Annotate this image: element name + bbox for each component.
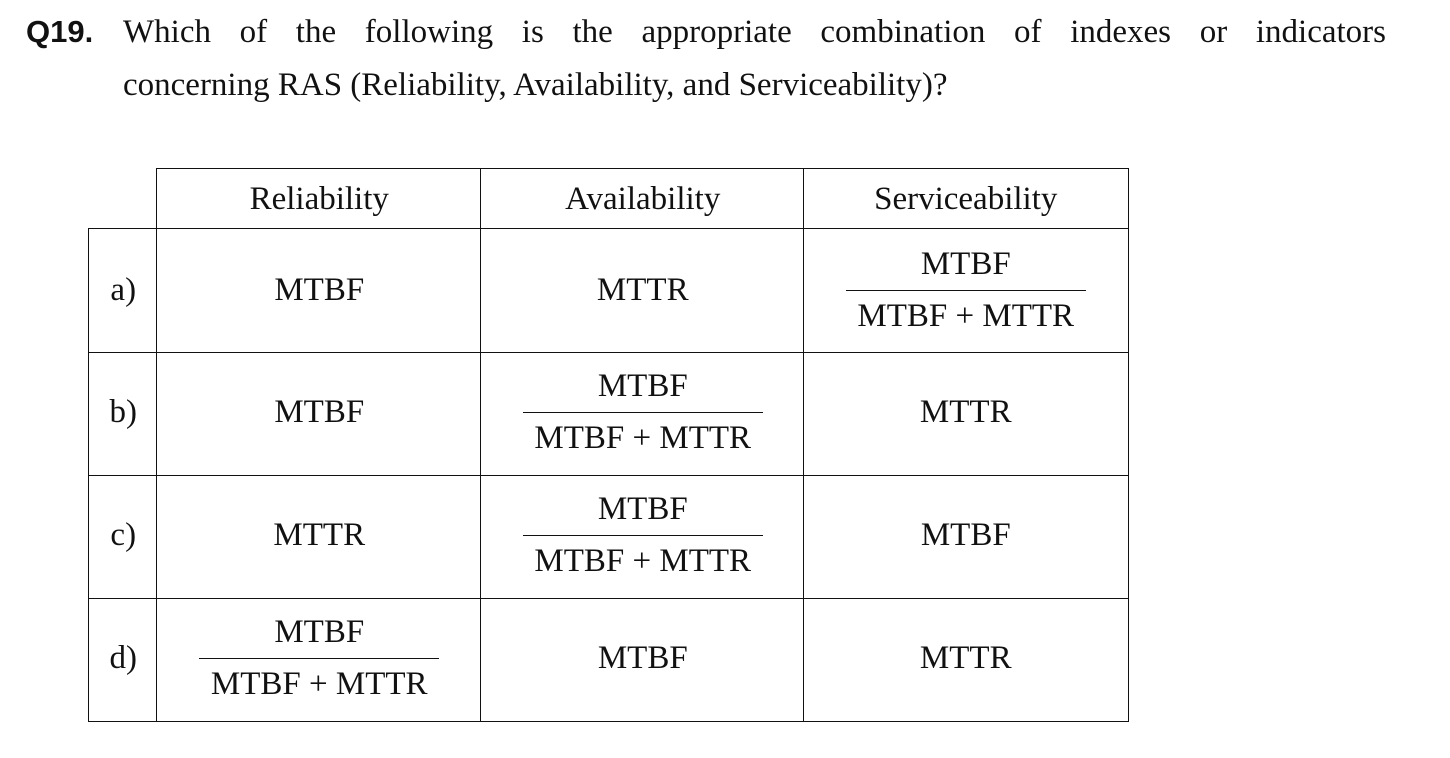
header-label: Availability	[565, 180, 721, 217]
question-number: Q19.	[26, 14, 94, 49]
row-label-d: d)	[88, 597, 158, 722]
cell-d-availability: MTBF	[480, 597, 805, 722]
row-label-b: b)	[88, 351, 158, 476]
cell-c-serviceability: MTBF	[803, 474, 1129, 599]
cell-a-serviceability: MTBF MTBF + MTTR	[803, 228, 1129, 353]
cell-b-reliability: MTBF	[156, 351, 482, 476]
option-label: b)	[109, 394, 138, 431]
cell-value: MTTR	[919, 394, 1012, 431]
cell-c-reliability: MTTR	[156, 474, 482, 599]
header-label: Reliability	[249, 180, 389, 217]
cell-value: MTTR	[919, 640, 1012, 677]
header-reliability: Reliability	[156, 168, 482, 230]
cell-value: MTBF	[597, 640, 688, 677]
fraction-bar	[522, 535, 763, 537]
cell-a-availability: MTTR	[480, 228, 805, 353]
fraction-denominator: MTBF + MTTR	[857, 297, 1075, 334]
fraction-formula: MTBF MTBF + MTTR	[199, 614, 440, 703]
fraction-numerator: MTBF	[274, 614, 365, 651]
cell-d-reliability: MTBF MTBF + MTTR	[156, 597, 482, 722]
header-label: Serviceability	[874, 180, 1058, 217]
fraction-formula: MTBF MTBF + MTTR	[522, 491, 763, 580]
cell-value: MTTR	[596, 271, 689, 308]
option-label: a)	[110, 271, 137, 308]
fraction-numerator: MTBF	[920, 245, 1011, 282]
cell-value: MTBF	[274, 271, 365, 308]
cell-a-reliability: MTBF	[156, 228, 482, 353]
fraction-denominator: MTBF + MTTR	[534, 420, 752, 457]
cell-b-availability: MTBF MTBF + MTTR	[480, 351, 805, 476]
fraction-bar	[199, 658, 440, 660]
fraction-numerator: MTBF	[597, 368, 688, 405]
fraction-formula: MTBF MTBF + MTTR	[522, 368, 763, 457]
cell-value: MTTR	[273, 517, 366, 554]
cell-value: MTBF	[920, 517, 1011, 554]
fraction-denominator: MTBF + MTTR	[210, 666, 428, 703]
cell-c-availability: MTBF MTBF + MTTR	[480, 474, 805, 599]
question-block: Q19. Which of the following is the appro…	[26, 14, 1386, 104]
fraction-bar	[522, 412, 763, 414]
option-label: c)	[110, 517, 137, 554]
row-label-c: c)	[88, 474, 158, 599]
row-label-a: a)	[88, 228, 158, 353]
header-serviceability: Serviceability	[803, 168, 1129, 230]
header-availability: Availability	[480, 168, 805, 230]
fraction-denominator: MTBF + MTTR	[534, 543, 752, 580]
question-text-line-2: concerning RAS (Reliability, Availabilit…	[123, 67, 948, 103]
question-text-line-1: Which of the following is the appropriat…	[123, 14, 1386, 50]
fraction-numerator: MTBF	[597, 491, 688, 528]
fraction-formula: MTBF MTBF + MTTR	[845, 245, 1086, 335]
option-label: d)	[109, 640, 138, 677]
question-line-1: Q19. Which of the following is the appro…	[26, 14, 1386, 64]
cell-d-serviceability: MTTR	[803, 597, 1129, 722]
fraction-bar	[845, 289, 1086, 291]
cell-b-serviceability: MTTR	[803, 351, 1129, 476]
cell-value: MTBF	[274, 394, 365, 431]
